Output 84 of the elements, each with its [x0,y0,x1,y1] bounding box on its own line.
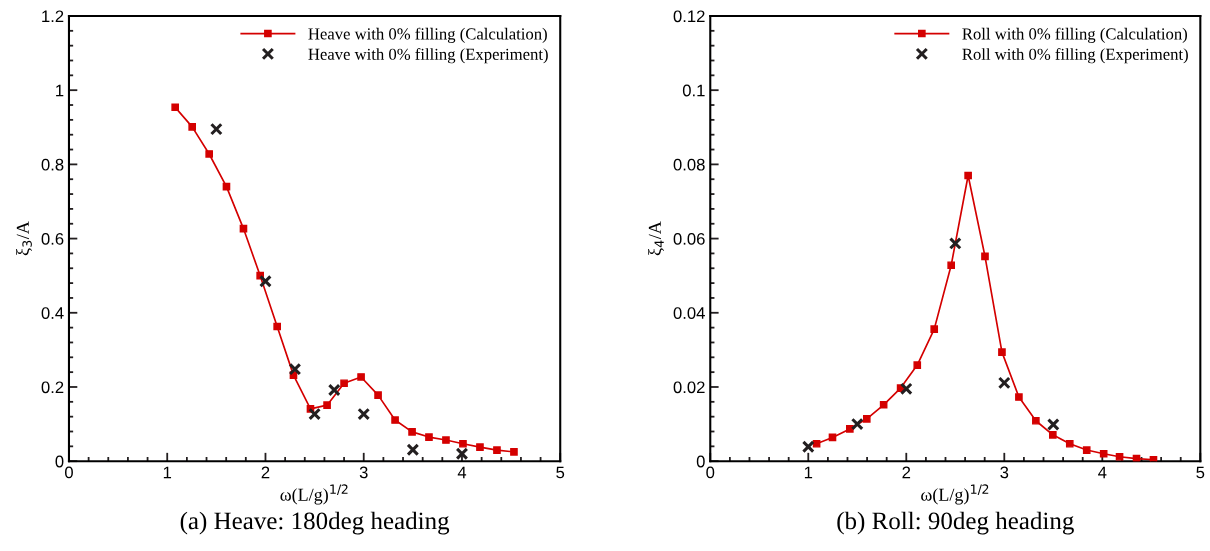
y-tick-label: 0.06 [673,232,705,245]
point [899,382,913,396]
point [357,373,365,381]
point [442,436,450,444]
point [510,448,518,456]
point [425,433,433,441]
x-tick-label: 5 [556,466,565,479]
point [948,237,962,250]
x-tick-label: 2 [261,466,270,479]
point [374,391,382,399]
point [1149,455,1158,462]
point [357,407,371,421]
point [340,379,348,388]
point [455,447,469,461]
y-tick-label: 1.2 [42,10,64,23]
x-axis-title: ω(L/g)$^{1/2}$ [280,484,348,505]
point [1115,452,1124,461]
legend-label: Heave with 0% filling (Calculation) [308,27,547,43]
y-axis-title: ξ$_{4}$/A [648,221,664,256]
point [1048,431,1057,439]
y-tick-label: 0.1 [682,84,705,97]
point [259,274,272,288]
y-tick-label: 0 [55,455,64,468]
point [408,428,416,436]
text: (b) Roll: 90deg heading [837,511,1074,535]
y-axis-title: ξ$_{3}$/A [16,221,32,256]
y-tick-label: 0.2 [41,381,64,394]
y-tick-label: 0 [696,455,705,468]
point [1046,418,1060,431]
point [947,261,955,270]
point [209,122,223,136]
point [327,383,341,397]
point [964,171,972,180]
x-tick-label: 3 [1000,466,1009,479]
y-tick-label: 0.02 [673,381,705,394]
y-tick-label: 1 [56,84,64,97]
point [1099,449,1108,458]
point [493,446,501,454]
y-tick-label: 0.6 [41,232,64,245]
x-tick-label: 4 [1098,466,1107,479]
point [846,425,854,433]
point [913,361,922,369]
y-tick-label: 0.12 [673,10,705,23]
y-tick-label: 0.04 [673,307,705,319]
y-tick-label: 0.8 [41,158,64,171]
point [273,322,281,331]
point [308,407,321,421]
y-tick-label: 0.4 [41,307,64,319]
point [997,376,1011,390]
point [812,439,821,448]
point [288,362,302,376]
point [476,443,484,451]
point [1065,439,1074,448]
point [323,401,331,409]
x-tick-label: 0 [706,466,715,479]
point [862,415,871,423]
point [801,440,815,454]
point [406,443,420,457]
legend-label: Heave with 0% filling (Experiment) [308,47,548,64]
point [981,252,989,261]
point [879,400,888,409]
text: (a) Heave: 180deg heading [180,511,450,535]
x-tick-label: 2 [902,466,911,479]
x-tick-label: 1 [163,466,172,479]
x-tick-label: 5 [1196,466,1205,479]
point [459,439,467,448]
legend-label: Roll with 0% filling (Experiment) [962,47,1188,64]
point [1032,416,1040,425]
point [1082,446,1091,454]
y-tick-label: 0.08 [673,158,705,171]
point [850,417,864,431]
x-tick-label: 0 [64,466,73,479]
point [998,348,1006,356]
point [205,150,213,158]
x-tick-label: 4 [457,466,467,479]
point [930,325,939,333]
point [171,103,180,112]
point [188,123,196,131]
x-tick-label: 3 [359,466,368,479]
legend-label: Roll with 0% filling (Calculation) [962,27,1188,43]
x-tick-label: 1 [804,466,813,479]
x-axis-title: ω(L/g)$^{1/2}$ [921,484,989,505]
point [391,416,399,424]
point [1015,393,1023,401]
